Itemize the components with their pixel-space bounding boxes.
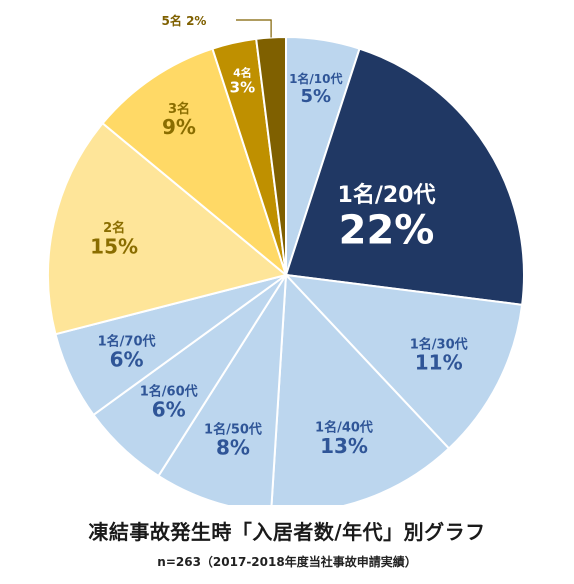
pie-slice <box>283 273 524 450</box>
chart-title: 凍結事故発生時「入居者数/年代」別グラフ <box>88 520 486 544</box>
leader-line <box>236 19 272 38</box>
slice-value-label: 6% <box>110 348 144 372</box>
slice-value-label: 15% <box>90 234 138 258</box>
slice-name-label: 1名/40代 <box>315 420 373 436</box>
slice-value-label: 8% <box>216 436 250 460</box>
slice-name-label: 1名/30代 <box>410 336 468 352</box>
chart-subtitle: n=263（2017-2018年度当社事故申請実績） <box>157 555 417 569</box>
slice-name-label: 2名 <box>103 220 125 236</box>
slice-value-label: 13% <box>320 434 368 458</box>
slice-name-label: 1名/60代 <box>140 383 198 399</box>
pie-slice <box>270 272 451 505</box>
slice-value-label: 6% <box>152 398 186 422</box>
pie-slice <box>284 47 525 306</box>
slice-value-label: 3% <box>230 79 255 97</box>
slice-value-label: 5% <box>301 86 332 107</box>
slice-name-label: 4名 <box>233 66 252 80</box>
slice-name-label: 1名/50代 <box>204 421 262 437</box>
slice-value-label: 11% <box>415 351 463 375</box>
slice-value-label: 9% <box>162 115 196 139</box>
slice-name-label: 3名 <box>168 101 190 117</box>
pie-slice <box>101 47 289 278</box>
slice-value-label: 22% <box>339 208 435 254</box>
pie-slice <box>157 274 287 505</box>
pie-slice <box>47 121 289 336</box>
slice-name-label: 1名/70代 <box>98 334 156 350</box>
slice-label: 5名 2% <box>162 13 207 28</box>
slice-name-label: 1名/20代 <box>338 182 436 208</box>
slice-name-label: 1名/10代 <box>289 71 342 86</box>
